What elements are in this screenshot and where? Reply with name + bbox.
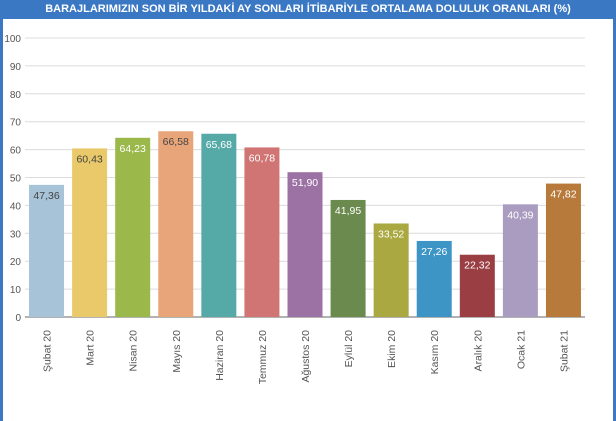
data-label: 22,32 — [464, 260, 490, 272]
bar — [72, 148, 108, 317]
data-label: 41,95 — [335, 205, 361, 217]
x-tick-label: Mart 20 — [85, 330, 97, 366]
x-tick-label: Şubat 20 — [42, 330, 54, 372]
bar — [330, 199, 366, 317]
bar — [416, 240, 452, 317]
y-tick-label: 0 — [15, 313, 21, 324]
y-tick-label: 70 — [10, 118, 22, 129]
data-label: 60,43 — [76, 153, 102, 165]
x-tick-label: Şubat 21 — [558, 330, 570, 372]
bar — [244, 147, 280, 317]
x-tick-label: Temmuz 20 — [257, 330, 269, 384]
y-tick-label: 30 — [10, 229, 22, 240]
data-label: 66,58 — [163, 136, 189, 148]
data-label: 51,90 — [292, 177, 318, 189]
x-tick-label: Nisan 20 — [128, 330, 140, 372]
data-label: 65,68 — [206, 139, 232, 151]
bar — [287, 172, 323, 317]
data-label: 27,26 — [421, 246, 447, 258]
bar — [115, 137, 151, 317]
bar — [502, 204, 538, 317]
bar — [29, 184, 65, 317]
y-tick-label: 10 — [10, 285, 22, 296]
x-tick-label: Kasım 20 — [429, 330, 441, 375]
data-label: 47,82 — [550, 189, 576, 201]
data-label: 60,78 — [249, 152, 275, 164]
y-tick-label: 100 — [4, 34, 21, 45]
x-tick-label: Haziran 20 — [214, 330, 226, 381]
y-tick-label: 50 — [10, 174, 22, 185]
y-tick-label: 20 — [10, 257, 22, 268]
x-tick-label: Eylül 20 — [343, 330, 355, 368]
bar — [373, 223, 409, 317]
bar — [545, 183, 581, 317]
bar — [201, 133, 237, 317]
data-label: 40,39 — [507, 209, 533, 221]
x-tick-label: Aralık 20 — [472, 330, 484, 372]
y-tick-label: 40 — [10, 201, 22, 212]
data-label: 47,36 — [33, 190, 59, 202]
y-tick-label: 60 — [10, 146, 22, 157]
x-tick-label: Ocak 21 — [515, 330, 527, 369]
x-tick-label: Ekim 20 — [386, 330, 398, 368]
x-tick-label: Ağustos 20 — [300, 330, 312, 383]
y-tick-label: 90 — [10, 62, 22, 73]
data-label: 33,52 — [378, 228, 404, 240]
y-tick-label: 80 — [10, 90, 22, 101]
data-label: 64,23 — [120, 143, 146, 155]
chart-title: BARAJLARIMIZIN SON BİR YILDAKİ AY SONLAR… — [0, 0, 616, 19]
bar — [459, 254, 495, 317]
x-tick-label: Mayıs 20 — [171, 330, 183, 373]
bar — [158, 131, 194, 317]
